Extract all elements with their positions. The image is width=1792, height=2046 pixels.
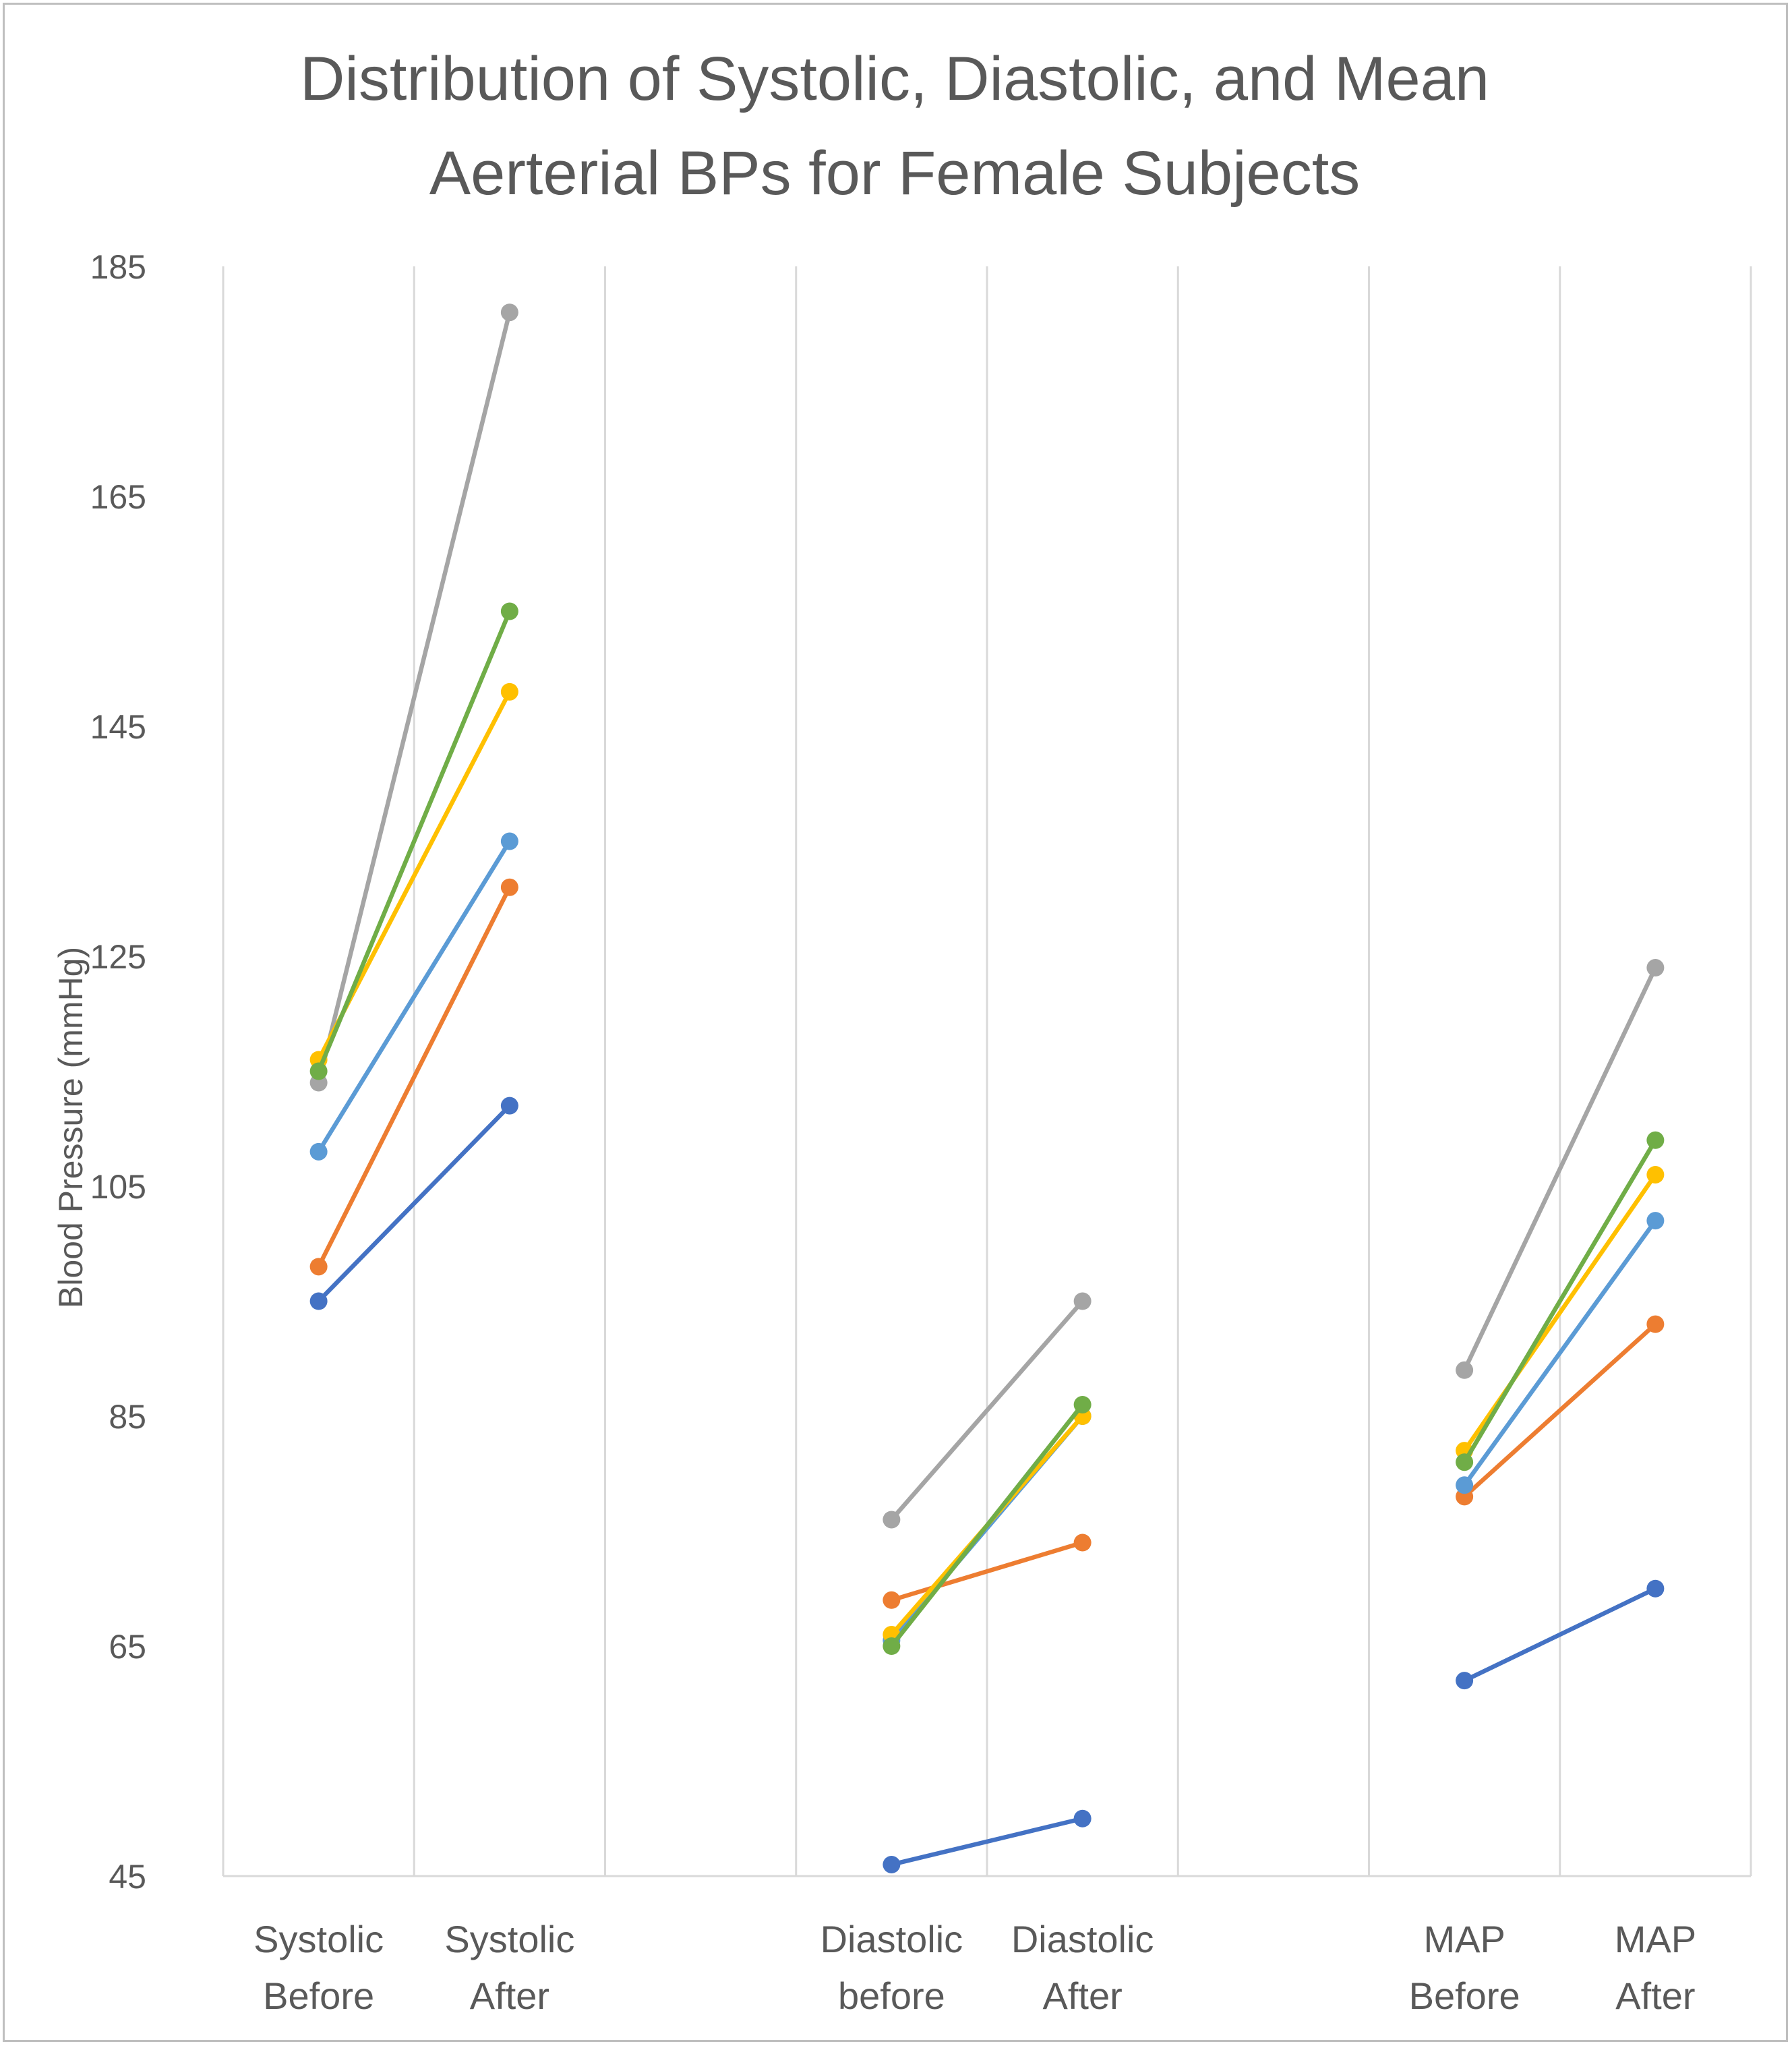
data-point-marker: [500, 602, 518, 620]
series-line-segment: [889, 1540, 1085, 1603]
data-point-marker: [1456, 1672, 1474, 1690]
x-category-labels: Systolic Before Systolic After Diastolic befo…: [253, 1918, 1696, 2017]
chart-svg: Distribution of Systolic, Diastolic, and…: [52, 45, 1752, 2017]
data-point-marker: [500, 1097, 518, 1115]
y-tick-labels: 185 165 145 125 105 85 65 45: [90, 248, 146, 1896]
data-point-marker: [1646, 1579, 1665, 1598]
x-category-label-line: MAP: [1615, 1918, 1696, 1960]
series-line-segment: [1462, 965, 1658, 1373]
x-category-label: Systolic Before: [253, 1918, 384, 2017]
series-line-segment: [889, 1402, 1085, 1649]
data-point-marker: [883, 1637, 901, 1655]
y-tick-label: 125: [90, 938, 146, 976]
x-category-label-line: Before: [1409, 1975, 1520, 2017]
series-line-segment: [1462, 1218, 1658, 1488]
series-line-segment: [1462, 1322, 1658, 1499]
chart-title: Distribution of Systolic, Diastolic, and…: [300, 45, 1489, 208]
data-point-marker: [1646, 1165, 1665, 1183]
series-layer: [309, 303, 1665, 1873]
data-point-marker: [1456, 1361, 1474, 1379]
data-point-marker: [1646, 1131, 1665, 1149]
data-point-marker: [309, 1142, 328, 1161]
y-tick-label: 65: [109, 1628, 146, 1666]
x-category-label-line: Diastolic: [1011, 1918, 1154, 1960]
x-category-label-line: After: [1615, 1975, 1695, 2017]
x-category-label-line: Systolic: [444, 1918, 574, 1960]
series-3: [309, 878, 1665, 1609]
series-line-segment: [316, 310, 512, 1085]
x-category-label: MAP Before: [1409, 1918, 1520, 2017]
data-point-marker: [500, 878, 518, 896]
x-category-label-line: After: [1042, 1975, 1122, 2017]
chart-title-line-1: Distribution of Systolic, Diastolic, and…: [300, 45, 1489, 113]
data-point-marker: [500, 832, 518, 850]
series-line-segment: [1462, 1586, 1658, 1683]
data-point-marker: [500, 303, 518, 322]
x-category-label: Diastolic before: [820, 1918, 963, 2017]
data-point-marker: [1073, 1395, 1092, 1413]
data-point-marker: [883, 1511, 901, 1529]
series-line-segment: [316, 885, 512, 1269]
x-category-label-line: After: [470, 1975, 549, 2017]
series-line-segment: [889, 1816, 1085, 1867]
y-tick-label: 185: [90, 248, 146, 286]
chart-frame: Distribution of Systolic, Diastolic, and…: [3, 3, 1788, 2042]
y-tick-label: 105: [90, 1168, 146, 1206]
data-point-marker: [309, 1292, 328, 1310]
data-point-marker: [1073, 1809, 1092, 1828]
x-category-label-line: before: [838, 1975, 945, 2017]
series-6: [309, 602, 1665, 1655]
series-line-segment: [316, 1103, 512, 1304]
data-point-marker: [500, 682, 518, 701]
data-point-marker: [309, 1258, 328, 1276]
x-category-label-line: Diastolic: [820, 1918, 963, 1960]
data-point-marker: [1456, 1453, 1474, 1471]
data-point-marker: [1456, 1476, 1474, 1494]
data-point-marker: [1646, 959, 1665, 977]
y-tick-label: 165: [90, 478, 146, 516]
data-point-marker: [883, 1855, 901, 1873]
gridlines: [222, 266, 1752, 1877]
data-point-marker: [1073, 1292, 1092, 1310]
y-axis-title: Blood Pressure (mmHg): [52, 947, 90, 1308]
series-line-segment: [316, 609, 512, 1074]
data-point-marker: [309, 1062, 328, 1080]
series-line-segment: [1462, 1138, 1658, 1465]
x-category-label: Diastolic After: [1011, 1918, 1154, 2017]
data-point-marker: [1073, 1533, 1092, 1552]
y-tick-label: 145: [90, 708, 146, 746]
chart-title-line-2: Aerterial BPs for Female Subjects: [429, 139, 1361, 208]
series-line-segment: [316, 839, 512, 1154]
x-category-label: MAP After: [1615, 1918, 1696, 2017]
series-1: [309, 303, 1665, 1529]
x-category-label-line: Systolic: [253, 1918, 384, 1960]
data-point-marker: [1646, 1315, 1665, 1333]
series-line-segment: [889, 1299, 1085, 1522]
data-point-marker: [883, 1591, 901, 1609]
y-tick-label: 45: [109, 1858, 146, 1896]
x-category-label-line: Before: [263, 1975, 374, 2017]
data-point-marker: [1646, 1212, 1665, 1230]
series-2: [309, 1097, 1665, 1873]
x-category-label: Systolic After: [444, 1918, 574, 2017]
x-category-label-line: MAP: [1423, 1918, 1505, 1960]
y-tick-label: 85: [109, 1398, 146, 1436]
